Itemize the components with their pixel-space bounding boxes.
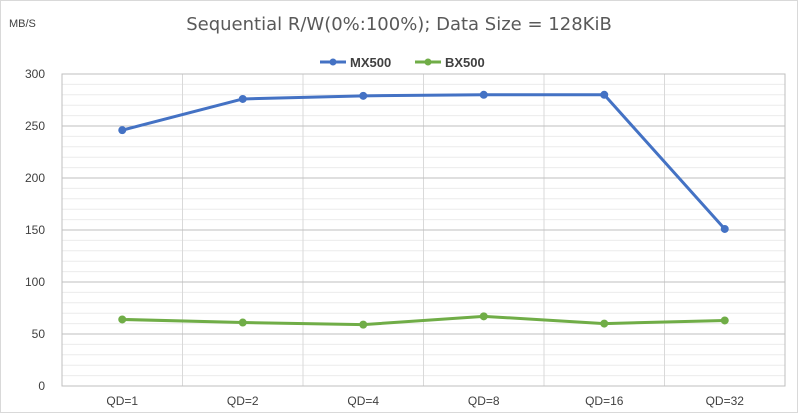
data-point-mx500 <box>720 224 729 233</box>
data-point-bx500 <box>359 320 368 329</box>
data-point-mx500 <box>600 90 609 99</box>
y-tick-label: 100 <box>25 275 45 289</box>
series-line-bx500 <box>120 314 727 327</box>
grid <box>61 73 786 387</box>
y-axis-unit-label: MB/S <box>9 18 36 30</box>
series-line-mx500 <box>120 93 727 231</box>
y-tick-label: 50 <box>32 327 46 341</box>
x-tick-label: QD=16 <box>585 394 624 408</box>
x-tick-label: QD=1 <box>106 394 138 408</box>
x-tick-label: QD=4 <box>347 394 379 408</box>
data-point-bx500 <box>479 312 488 321</box>
data-point-bx500 <box>238 318 247 327</box>
chart-title: Sequential R/W(0%:100%); Data Size = 128… <box>186 14 612 35</box>
x-tick-label: QD=32 <box>706 394 745 408</box>
series-group <box>118 90 729 329</box>
x-axis: QD=1 QD=2 QD=4 QD=8 QD=16 QD=32 <box>106 394 744 408</box>
y-tick-label: 0 <box>38 379 45 393</box>
y-axis: 0 50 100 150 200 250 300 <box>25 67 45 393</box>
data-point-mx500 <box>238 94 247 103</box>
y-tick-label: 250 <box>25 119 45 133</box>
y-tick-label: 300 <box>25 67 45 81</box>
y-tick-label: 150 <box>25 223 45 237</box>
data-point-bx500 <box>600 319 609 328</box>
legend-marker-mx500 <box>329 58 337 66</box>
data-point-bx500 <box>118 315 127 324</box>
x-tick-label: QD=2 <box>227 394 259 408</box>
legend-marker-bx500 <box>424 58 432 66</box>
legend-label-mx500: MX500 <box>350 55 391 70</box>
y-tick-label: 200 <box>25 171 45 185</box>
data-point-mx500 <box>118 126 127 135</box>
data-point-mx500 <box>479 90 488 99</box>
legend-label-bx500: BX500 <box>445 55 485 70</box>
x-tick-label: QD=8 <box>468 394 500 408</box>
data-point-mx500 <box>359 91 368 100</box>
plot-area-border <box>61 73 786 387</box>
legend: MX500 BX500 <box>320 55 485 70</box>
data-point-bx500 <box>720 316 729 325</box>
